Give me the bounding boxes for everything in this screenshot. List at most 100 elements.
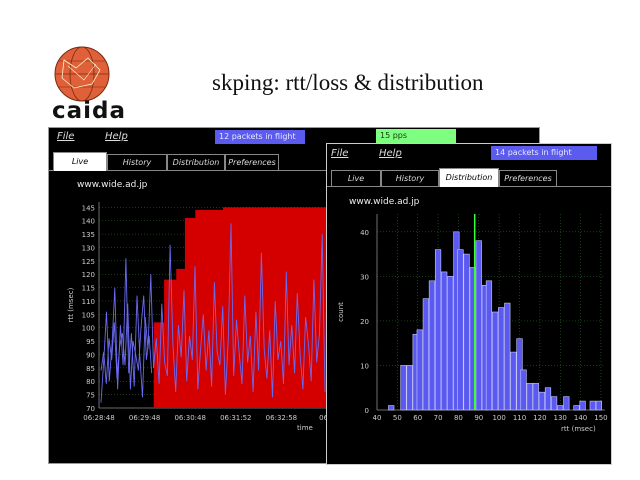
histogram-bar — [457, 249, 464, 411]
tab-history[interactable]: History — [107, 154, 167, 170]
tab-bar-right: Live History Distribution Preferences — [327, 168, 611, 187]
y-axis-label: count — [337, 302, 345, 322]
y-tick-label: 125 — [82, 258, 95, 266]
rtt-series-line — [100, 223, 326, 403]
menu-help-right[interactable]: Help — [379, 148, 402, 159]
histogram-bar — [510, 351, 517, 411]
distribution-panel: www.wide.ad.jp 0 10 20 30 40 40 50 60 70 80 90 100 1… — [327, 188, 611, 464]
tab-history-right[interactable]: History — [381, 170, 439, 186]
histogram-bar — [589, 400, 596, 411]
histogram-bar — [441, 271, 448, 411]
histogram-bar — [400, 365, 407, 411]
y-tick-label: 0 — [365, 407, 369, 415]
tab-bar: Live History Distribution Preferences — [49, 152, 539, 171]
tab-live[interactable]: Live — [53, 152, 107, 171]
packets-in-flight-status: 12 packets in flight — [215, 130, 305, 144]
x-tick-label: 100 — [492, 414, 505, 422]
x-tick-label: 110 — [513, 414, 526, 422]
histogram-bar — [544, 387, 552, 411]
histogram-bar — [538, 391, 545, 411]
logo-text: caida — [52, 98, 127, 124]
x-tick-label: 50 — [393, 414, 402, 422]
histogram-bar — [491, 311, 499, 411]
histogram-bar — [447, 276, 454, 411]
histogram-bar — [422, 298, 429, 411]
y-tick-label: 135 — [82, 231, 95, 239]
distribution-window: File Help 14 packets in flight Live Hist… — [326, 143, 612, 465]
x-tick-label: 06:30:48 — [174, 414, 205, 422]
y-tick-label: 140 — [82, 218, 95, 226]
host-label: www.wide.ad.jp — [77, 180, 148, 190]
x-tick-label: 06:28:48 — [83, 414, 114, 422]
pps-status: 15 pps — [376, 129, 456, 143]
x-tick-label: 06:31:52 — [220, 414, 251, 422]
y-tick-label: 40 — [360, 229, 369, 237]
histogram-bar — [579, 400, 586, 411]
histogram-bar — [434, 249, 442, 411]
y-tick-label: 85 — [86, 365, 95, 373]
x-axis-label: time — [297, 424, 313, 432]
rtt-series-line — [100, 295, 153, 390]
y-tick-label: 120 — [82, 271, 95, 279]
y-tick-label: 30 — [360, 273, 369, 281]
menu-help[interactable]: Help — [105, 131, 128, 142]
x-tick-label: 140 — [574, 414, 587, 422]
tab-distribution-right[interactable]: Distribution — [439, 168, 499, 187]
menu-file-right[interactable]: File — [331, 148, 349, 159]
y-tick-label: 80 — [86, 378, 95, 386]
globe-icon — [54, 46, 110, 102]
x-tick-label: 120 — [533, 414, 546, 422]
x-tick-label: 06:29:48 — [129, 414, 160, 422]
histogram-bar — [416, 329, 423, 411]
histogram-bar — [485, 280, 493, 411]
histogram-bar — [520, 369, 527, 411]
tab-preferences[interactable]: Preferences — [225, 154, 279, 170]
x-tick-label: 70 — [434, 414, 443, 422]
packets-in-flight-status-right: 14 packets in flight — [491, 146, 597, 160]
loss-area — [153, 207, 327, 408]
x-tick-label: 130 — [554, 414, 567, 422]
x-tick-label: 150 — [594, 414, 607, 422]
host-label-right: www.wide.ad.jp — [349, 197, 420, 207]
histogram-bar — [526, 382, 533, 411]
histogram-bar — [557, 405, 564, 411]
histogram-bar — [563, 396, 570, 411]
y-tick-label: 145 — [82, 204, 95, 212]
x-tick-label: 90 — [474, 414, 483, 422]
histogram-bar — [595, 400, 602, 411]
x-tick-label: 80 — [454, 414, 463, 422]
x-tick-label: 40 — [373, 414, 382, 422]
histogram-bar — [504, 302, 511, 411]
y-tick-label: 115 — [82, 285, 95, 293]
histogram-bar — [469, 267, 476, 411]
y-tick-label: 70 — [86, 405, 95, 413]
slide-title: skping: rtt/loss & distribution — [212, 70, 484, 95]
rtt-distribution-chart: 0 10 20 30 40 40 50 60 70 80 90 100 110 120 130 140 150 r… — [337, 214, 608, 433]
y-tick-label: 95 — [86, 338, 95, 346]
histogram-bar — [551, 396, 558, 411]
y-tick-label: 90 — [86, 351, 95, 359]
tab-distribution[interactable]: Distribution — [167, 154, 225, 170]
histogram-bar — [428, 280, 436, 411]
y-tick-label: 100 — [82, 325, 95, 333]
y-tick-label: 20 — [360, 318, 369, 326]
y-tick-label: 105 — [82, 311, 95, 319]
histogram-bar — [475, 240, 482, 411]
menu-bar-right: File Help 14 packets in flight — [327, 144, 611, 160]
tab-preferences-right[interactable]: Preferences — [499, 170, 557, 186]
tab-live-right[interactable]: Live — [331, 170, 381, 186]
caida-logo: caida — [44, 46, 125, 126]
y-tick-label: 75 — [86, 392, 95, 400]
y-tick-label: 10 — [360, 362, 369, 370]
y-tick-label: 110 — [82, 298, 95, 306]
y-axis-label: rtt (msec) — [67, 287, 75, 322]
histogram-bar — [573, 405, 580, 411]
histogram-bar — [406, 365, 413, 411]
histogram-bar — [463, 253, 470, 411]
histogram-bar — [498, 307, 505, 411]
menu-file[interactable]: File — [57, 131, 75, 142]
live-window: File Help 12 packets in flight Live Hist… — [48, 127, 540, 464]
x-axis-label: rtt (msec) — [561, 425, 596, 433]
x-tick-label: 60 — [413, 414, 422, 422]
histogram-bar — [532, 382, 539, 411]
